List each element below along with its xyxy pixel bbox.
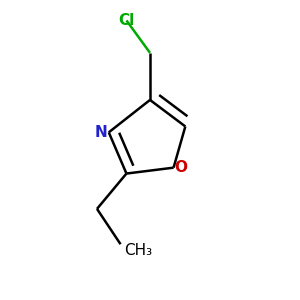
Text: N: N (95, 125, 108, 140)
Text: O: O (174, 160, 188, 175)
Text: Cl: Cl (118, 13, 135, 28)
Text: CH₃: CH₃ (124, 243, 152, 258)
